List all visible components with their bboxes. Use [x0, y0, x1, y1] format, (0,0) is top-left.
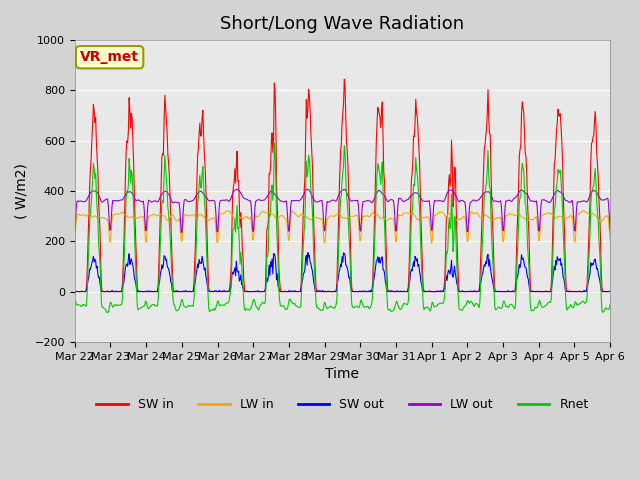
LW out: [136, 198, 143, 204]
SW in: [456, 289, 463, 295]
LW out: [409, 191, 417, 197]
LW out: [191, 195, 198, 201]
Line: Rnet: Rnet: [75, 143, 610, 312]
Y-axis label: ( W/m2): ( W/m2): [15, 163, 29, 219]
LW in: [190, 212, 198, 218]
LW in: [428, 240, 435, 246]
SW in: [136, 289, 143, 295]
Rnet: [104, 310, 111, 315]
Rnet: [136, 305, 144, 311]
LW in: [81, 212, 88, 218]
LW out: [606, 227, 614, 233]
Title: Short/Long Wave Radiation: Short/Long Wave Radiation: [220, 15, 465, 33]
Line: SW out: SW out: [75, 252, 610, 292]
SW out: [136, 289, 143, 295]
SW out: [606, 288, 614, 294]
SW in: [606, 289, 614, 295]
Text: VR_met: VR_met: [80, 50, 139, 64]
SW in: [81, 289, 88, 295]
Line: LW out: LW out: [75, 189, 610, 232]
SW out: [190, 285, 198, 291]
LW out: [71, 228, 79, 234]
Rnet: [271, 140, 278, 146]
LW out: [219, 197, 227, 203]
LW out: [424, 198, 432, 204]
Rnet: [191, 283, 198, 288]
SW in: [340, 76, 348, 82]
LW out: [81, 199, 88, 204]
SW in: [71, 289, 79, 295]
Rnet: [81, 302, 88, 308]
SW out: [81, 289, 88, 295]
LW in: [606, 238, 614, 244]
Rnet: [219, 302, 227, 308]
LW out: [177, 229, 185, 235]
LW in: [218, 211, 226, 216]
SW out: [218, 289, 226, 295]
SW out: [408, 268, 416, 274]
LW in: [136, 214, 143, 220]
Line: LW in: LW in: [75, 211, 610, 243]
LW in: [423, 214, 431, 220]
SW in: [190, 281, 198, 287]
LW in: [71, 238, 79, 243]
SW in: [408, 171, 416, 177]
SW out: [424, 288, 431, 294]
SW out: [304, 250, 312, 255]
X-axis label: Time: Time: [326, 367, 360, 381]
Line: SW in: SW in: [75, 79, 610, 292]
LW out: [303, 186, 311, 192]
SW in: [218, 289, 226, 295]
LW in: [408, 211, 415, 216]
Legend: SW in, LW in, SW out, LW out, Rnet: SW in, LW in, SW out, LW out, Rnet: [92, 394, 593, 417]
LW in: [579, 208, 587, 214]
Rnet: [409, 201, 417, 207]
Rnet: [424, 305, 432, 311]
SW out: [71, 289, 79, 295]
SW in: [424, 289, 431, 295]
Rnet: [606, 301, 614, 307]
Rnet: [71, 297, 79, 303]
